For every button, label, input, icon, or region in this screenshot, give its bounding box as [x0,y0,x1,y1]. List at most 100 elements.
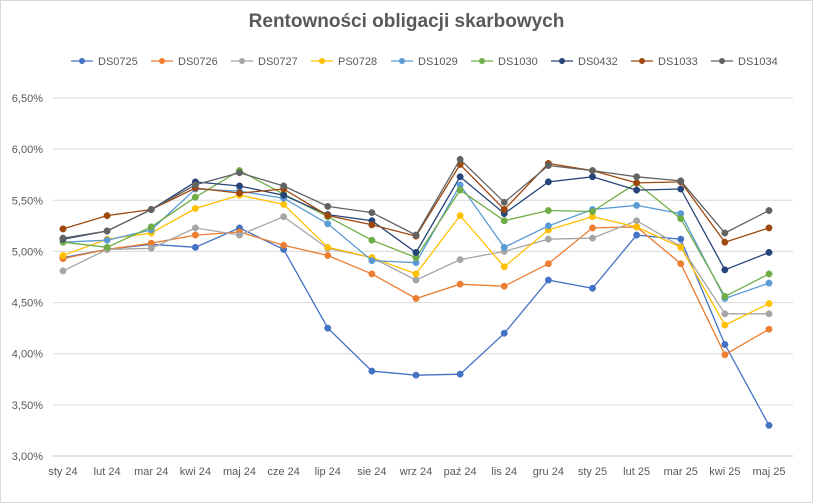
x-tick-label: mar 25 [664,466,698,478]
data-point [633,217,641,225]
data-point [59,234,67,242]
x-tick-label: sty 25 [578,466,607,478]
series-lines [59,155,773,429]
data-point [280,182,288,190]
legend-label: DS0725 [98,56,138,68]
legend-item: DS0432 [551,56,618,68]
x-tick-label: sty 24 [48,466,77,478]
y-axis-ticks: 3,00% 3,50% 4,00% 4,50% 5,00% 5,50% 6,00% 6,50% [12,93,43,463]
data-point [412,276,420,284]
data-point [721,266,729,274]
data-point [324,324,332,332]
data-point [191,181,199,189]
data-point [589,284,596,292]
data-point [103,227,111,235]
legend-label: DS0726 [178,56,218,68]
data-point [456,256,464,264]
legend-item: DS1030 [471,56,538,68]
data-point [412,231,420,239]
legend-swatch-marker [79,58,85,64]
y-tick-label: 3,50% [12,400,43,412]
data-point [765,300,773,308]
data-point [544,207,552,214]
data-point [368,257,376,265]
x-tick-label: paź 24 [444,466,477,478]
data-point [368,209,376,217]
data-point [191,193,199,201]
data-point [544,178,552,186]
data-point [589,173,596,181]
data-point [236,182,243,190]
data-point [59,252,67,259]
x-tick-label: lis 24 [491,466,517,478]
data-point [677,243,685,251]
data-point [721,341,729,348]
data-point [280,241,288,249]
data-point [765,325,773,333]
data-point [500,282,508,290]
data-point [765,207,773,214]
x-tick-label: kwi 25 [709,466,740,478]
series-ds0726 [59,223,773,359]
data-point [544,276,552,284]
y-tick-label: 4,50% [12,298,43,310]
legend-swatch-marker [719,58,725,64]
data-point [633,173,641,181]
data-point [368,367,376,375]
series-line [62,162,770,243]
data-point [147,223,155,231]
data-point [677,235,685,243]
data-point [59,225,67,233]
data-point [412,249,420,256]
data-point [280,200,288,208]
data-point [103,243,111,251]
legend-label: DS1030 [498,56,538,68]
data-point [280,213,288,221]
data-point [236,189,243,197]
series-ds0432 [59,173,773,274]
legend-label: DS1029 [418,56,458,68]
legend-item: DS1034 [711,56,778,68]
legend: DS0725 DS0726 DS0727 PS0728 DS1029 DS1030 DS04… [71,56,778,68]
data-point [721,321,729,329]
y-tick-label: 6,00% [12,144,43,156]
data-point [324,220,332,228]
data-point [721,238,729,246]
x-axis-ticks: sty 24 lut 24 mar 24 kwi 24 maj 24 cze 24 lip … [48,466,785,478]
legend-swatch-marker [639,58,645,64]
chart-title: Rentowności obligacji skarbowych [248,11,565,32]
data-point [633,223,641,231]
data-point [368,270,376,278]
data-point [236,231,243,239]
data-point [500,217,508,225]
data-point [633,231,641,239]
x-tick-label: kwi 24 [180,466,211,478]
data-point [191,231,199,239]
data-point [721,292,729,300]
data-point [412,295,420,302]
data-point [765,270,773,278]
series-ps0728 [59,191,773,329]
y-tick-label: 5,50% [12,195,43,207]
data-point [589,234,596,242]
data-point [633,179,641,187]
data-point [324,212,332,220]
data-point [677,185,685,193]
data-point [765,421,773,429]
x-tick-label: lip 24 [315,466,341,478]
data-point [456,280,464,288]
x-tick-label: mar 24 [134,466,168,478]
data-point [412,371,420,379]
data-point [721,229,729,237]
legend-swatch-marker [399,58,405,64]
legend-item: DS1033 [631,56,698,68]
legend-label: DS0432 [578,56,618,68]
legend-label: DS1034 [738,56,778,68]
data-point [412,270,420,278]
data-point [103,212,111,220]
legend-label: PS0728 [338,56,377,68]
data-point [544,162,552,169]
data-point [324,202,332,210]
data-point [456,186,464,194]
